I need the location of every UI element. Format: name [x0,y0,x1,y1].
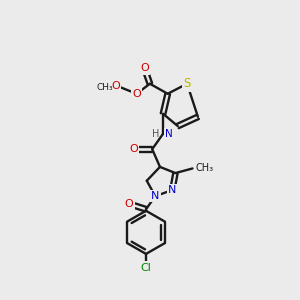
Text: O: O [124,199,133,209]
Text: CH₃: CH₃ [196,164,214,173]
Text: S: S [183,77,191,90]
Text: O: O [111,81,120,91]
Text: N: N [168,185,176,195]
Text: N: N [165,129,173,139]
Text: CH₃: CH₃ [97,83,113,92]
Text: O: O [129,144,138,154]
Text: O: O [132,89,141,99]
Text: H: H [152,129,159,139]
Text: O: O [140,63,149,73]
Text: N: N [151,191,160,201]
Text: Cl: Cl [141,263,152,273]
